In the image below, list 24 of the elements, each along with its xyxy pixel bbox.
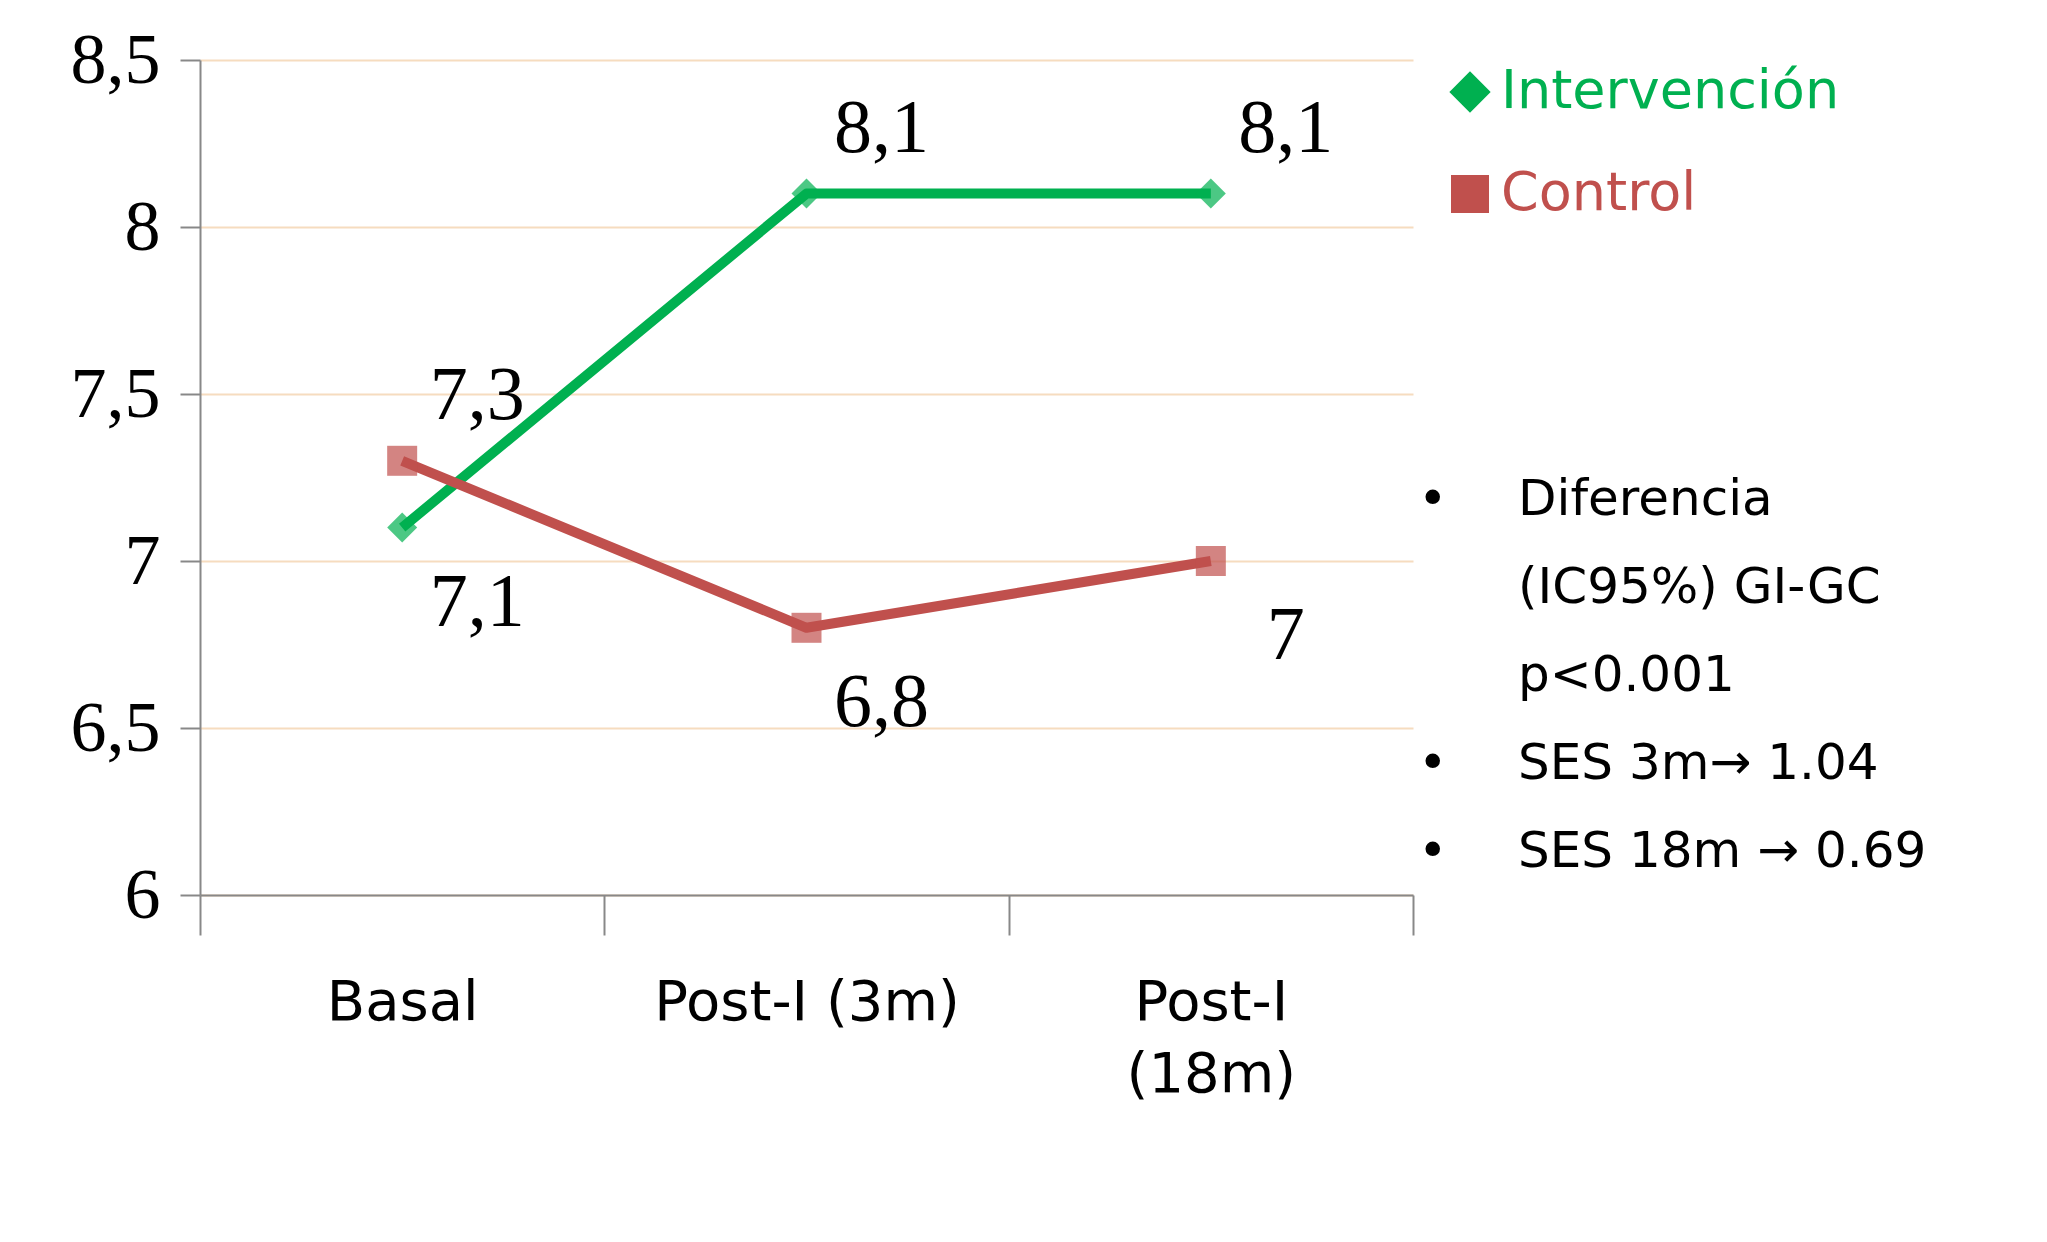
point [387,512,418,543]
y-tick-label: 6,5 [70,686,161,767]
text: • Diferencia (IC95%) GI-GC p<0.001 [1418,469,1881,703]
y-tick-label: 7,5 [70,352,161,433]
text: • SES 3m→ 1.04 [1418,733,1879,791]
data-label: 8,1 [834,83,929,168]
y-tick-label: 6 [124,853,161,934]
point [387,445,418,476]
x-tick-label: Basal [326,967,479,1033]
data-label: 7,1 [429,557,525,642]
legend-label: Control [1501,160,1697,223]
data-label: 7,3 [429,350,525,435]
point [1195,546,1226,576]
data-label: 7 [1266,591,1305,675]
legend-label: Intervención [1501,58,1840,121]
y-tick-label: 8 [124,185,161,266]
data-label: 8,1 [1238,83,1334,168]
text: • SES 18m → 0.69 [1418,821,1927,879]
point [791,612,822,643]
x-tick-label: Post-I (18m) [1126,967,1297,1105]
x-tick-label: Post-I (3m) [654,967,960,1033]
y-tick-label: 8,5 [70,18,161,99]
y-tick-label: 7 [124,519,161,600]
data-label: 6,8 [834,657,929,742]
